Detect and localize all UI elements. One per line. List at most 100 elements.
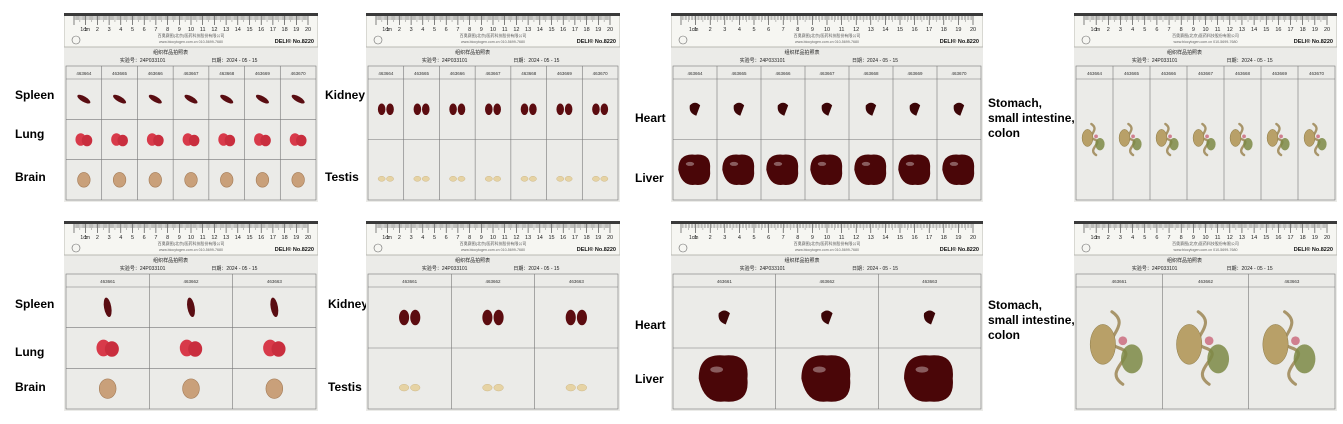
animal-id: 463663 xyxy=(922,279,938,284)
ruler-number: 14 xyxy=(882,235,888,241)
ruler-number: 19 xyxy=(595,235,601,241)
ruler-number: 1 xyxy=(84,235,87,241)
animal-id: 463662 xyxy=(485,279,501,284)
lung-right-lobe xyxy=(104,341,119,357)
ruler-number: 1 xyxy=(1095,27,1098,33)
lung-right-lobe xyxy=(81,134,93,147)
intestine-loop xyxy=(1201,122,1210,157)
lung-specimen xyxy=(289,133,307,147)
brain-specimen xyxy=(98,378,117,399)
ruler-number: 18 xyxy=(282,27,288,33)
ruler-unit: 1cm xyxy=(382,27,391,33)
heart-specimen xyxy=(689,102,701,116)
ruler-edge xyxy=(64,221,318,224)
animal-id: 463670 xyxy=(593,71,609,76)
animal-id: 463669 xyxy=(907,71,923,76)
liver-specimen xyxy=(898,154,931,185)
ruler-number: 15 xyxy=(1263,27,1269,33)
ruler-unit: 1cm xyxy=(382,235,391,241)
testis-left xyxy=(482,384,493,392)
ruler-number: 15 xyxy=(548,27,554,33)
testis-left xyxy=(485,176,493,182)
spleen-specimen xyxy=(77,94,91,104)
ruler-edge xyxy=(366,13,620,16)
animal-id: 463661 xyxy=(100,279,116,284)
company-name: 百奥赛图(北京)医药科技股份有限公司 xyxy=(158,32,225,38)
animal-id: 463664 xyxy=(76,71,92,76)
animal-id: 463670 xyxy=(951,71,967,76)
ruler-edge xyxy=(366,221,620,224)
spleen-specimen xyxy=(113,94,127,104)
ruler-number: 15 xyxy=(246,235,252,241)
kidney-specimen xyxy=(520,103,537,116)
ruler-number: 2 xyxy=(398,235,401,241)
ruler-number: 10 xyxy=(824,235,830,241)
stomach-specimen xyxy=(1081,129,1094,147)
gi-specimen xyxy=(1155,122,1179,157)
ruler-number: 20 xyxy=(607,27,613,33)
ruler-number: 9 xyxy=(1192,27,1195,33)
label-kidney-row2: Kidney xyxy=(328,297,369,311)
colon-specimen xyxy=(1120,344,1143,374)
heart-specimen xyxy=(733,102,745,116)
exp-label: 实验号：24P033101 xyxy=(1132,57,1178,64)
brain-specimen xyxy=(77,172,91,188)
ruler-number: 6 xyxy=(1155,27,1158,33)
ruler-number: 5 xyxy=(131,235,134,241)
liver-specimen xyxy=(678,154,711,185)
kidney-left xyxy=(482,309,493,326)
ruler-number: 19 xyxy=(1312,27,1318,33)
tissue-spot xyxy=(1291,336,1300,346)
ruler-number: 9 xyxy=(178,235,181,241)
gi-specimen xyxy=(1176,310,1230,386)
ruler-brand: DELI® No.8220 xyxy=(577,38,616,45)
kidney-specimen xyxy=(556,103,573,116)
ruler-edge xyxy=(671,13,983,16)
sheet-title: 组织样品拍照表 xyxy=(153,49,188,56)
intestine-loop xyxy=(1238,122,1247,157)
animal-id: 463668 xyxy=(1235,71,1251,76)
label-lung-row2: Lung xyxy=(15,345,45,359)
liver-highlight xyxy=(812,366,826,373)
company-contact: www.biocytogen.com.cn 010-5699-7680 xyxy=(795,40,859,44)
testis-left xyxy=(399,384,410,392)
testis-specimen xyxy=(520,176,537,182)
company-name: 百奥赛图(北京)医药科技股份有限公司 xyxy=(794,240,861,246)
animal-id: 463668 xyxy=(521,71,537,76)
lung-specimen xyxy=(218,133,236,147)
heart-specimen xyxy=(821,102,833,116)
ruler-number: 1 xyxy=(694,235,697,241)
ruler-number: 17 xyxy=(270,235,276,241)
ruler-brand: DELI® No.8220 xyxy=(1294,246,1333,253)
heart-specimen xyxy=(865,102,877,116)
liver-specimen xyxy=(766,154,799,185)
ruler-number: 20 xyxy=(305,27,311,33)
testis-right xyxy=(529,176,537,182)
ruler-number: 6 xyxy=(143,27,146,33)
liver-highlight xyxy=(685,161,695,166)
ruler-number: 17 xyxy=(926,235,932,241)
animal-id: 463669 xyxy=(557,71,573,76)
label-lung-row1: Lung xyxy=(15,127,45,141)
ruler-number: 3 xyxy=(410,235,413,241)
ruler-number: 20 xyxy=(1324,27,1330,33)
heart-specimen xyxy=(733,102,745,116)
ruler-number: 3 xyxy=(108,235,111,241)
animal-id: 463669 xyxy=(1272,71,1288,76)
ruler-edge xyxy=(64,13,318,16)
company-name: 百奥赛图(北京)医药科技股份有限公司 xyxy=(158,240,225,246)
ruler-number: 5 xyxy=(1143,27,1146,33)
kidney-left xyxy=(377,103,386,116)
brain-specimen xyxy=(112,172,127,188)
label-spleen-row2: Spleen xyxy=(15,297,55,311)
kidney-specimen xyxy=(592,103,609,116)
spleen-specimen xyxy=(184,94,198,104)
ruler-number: 15 xyxy=(246,27,252,33)
label-spleen-row1: Spleen xyxy=(15,88,55,102)
company-logo xyxy=(71,243,81,253)
intestine-loop xyxy=(1110,310,1128,386)
liver-specimen xyxy=(801,355,851,402)
heart-specimen xyxy=(821,102,833,116)
testis-specimen xyxy=(377,176,394,182)
ruler-number: 10 xyxy=(1202,27,1208,33)
